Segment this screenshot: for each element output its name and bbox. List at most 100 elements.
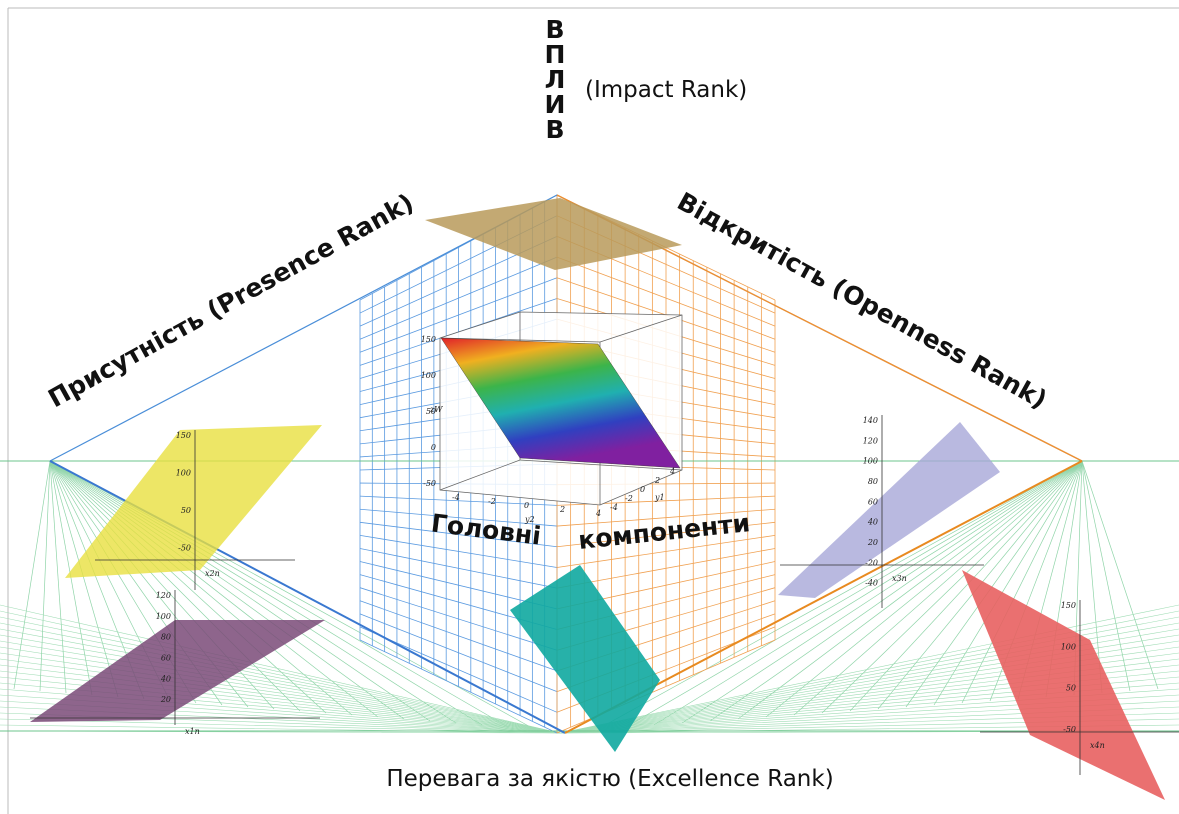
mini-tick-label: -50 [178, 544, 191, 553]
grid-line [359, 534, 558, 568]
fan-line [821, 460, 1083, 714]
grid-line [359, 600, 558, 672]
fan-line [793, 460, 1083, 716]
grid-line [359, 639, 558, 734]
grid-line [359, 587, 558, 651]
mini-tick-label: 20 [867, 538, 878, 547]
plane [425, 198, 682, 270]
fan-line [0, 658, 561, 734]
grid-line [359, 256, 558, 340]
fan-line [49, 460, 431, 722]
mini-tick-label: 150 [1061, 601, 1076, 610]
y-tick-label: 0 [640, 485, 645, 494]
mini-tick-label: 20 [160, 695, 171, 704]
fan-line [0, 664, 561, 734]
plane [962, 570, 1165, 800]
fan-line [961, 460, 1083, 704]
fan-line [559, 604, 1179, 734]
fan-line [933, 460, 1083, 706]
fan-line [737, 460, 1083, 720]
mini-tick-label: 120 [156, 591, 171, 600]
grid-line [359, 613, 558, 692]
fan-line [49, 460, 379, 718]
fan-line [0, 610, 561, 734]
z-axis-label: zW [429, 405, 443, 414]
mini-tick-label: 80 [161, 633, 171, 642]
z-tick-label: 0 [431, 443, 436, 452]
mini-tick-label: 40 [160, 674, 171, 683]
fan-line [653, 460, 1083, 726]
mini-tick-label: 150 [176, 431, 191, 440]
grid-line [359, 521, 558, 548]
x-axis-label: y2 [524, 515, 535, 524]
fan-line [709, 460, 1083, 722]
x-tick-label: 0 [524, 501, 529, 510]
mini-tick-label: 50 [181, 506, 191, 515]
mini-tick-label: 100 [156, 612, 171, 621]
y-tick-label: 4 [669, 467, 675, 476]
fan-line [0, 616, 561, 734]
grid-line [556, 534, 776, 568]
mini-tick-label: 100 [863, 457, 878, 466]
mini-tick-label: 60 [161, 654, 171, 663]
fan-line [49, 460, 301, 712]
y-tick-label: -2 [625, 494, 633, 503]
z-tick-label: -50 [423, 479, 436, 488]
openness-label: Відкритість (Openness Rank) [672, 187, 1051, 415]
x-tick-label: -2 [488, 497, 496, 506]
fan-line [49, 460, 457, 724]
x-tick-label: 4 [595, 509, 601, 518]
mini-axis-label: x3n [892, 574, 907, 583]
mini-tick-label: -40 [865, 579, 878, 588]
grid-line [359, 495, 558, 506]
fan-line [559, 610, 1179, 734]
mini-tick-label: 60 [868, 497, 878, 506]
fan-line [849, 460, 1083, 712]
grid-line [556, 548, 776, 589]
fan-line [13, 460, 51, 690]
fan-line [0, 604, 561, 734]
center-label: компоненти [577, 508, 752, 555]
surface [440, 337, 681, 469]
impact-letter: В [545, 15, 564, 44]
y-tick-label: -4 [610, 503, 618, 512]
mini-axis-label: x1n [185, 727, 200, 736]
presence-label: Присутність (Presence Rank) [43, 188, 418, 413]
grid-line [556, 521, 776, 548]
fan-line [49, 460, 93, 696]
z-tick-label: 150 [421, 335, 436, 344]
z-tick-label: 100 [421, 371, 436, 380]
fan-line [765, 460, 1083, 718]
fan-line [1081, 460, 1159, 690]
excellence-label: Перевага за якістю (Excellence Rank) [386, 766, 833, 792]
fan-line [49, 460, 327, 714]
mini-tick-label: 100 [1061, 642, 1076, 651]
grid-line [556, 256, 776, 340]
fan-line [0, 724, 561, 734]
mini-axis-label: x2n [205, 569, 220, 578]
mini-tick-label: 100 [176, 469, 191, 478]
grid-line [359, 277, 558, 353]
impact-letter: П [545, 40, 566, 69]
fan-line [0, 628, 561, 734]
impact-letter: Л [545, 65, 566, 94]
grid-line [359, 508, 558, 527]
mini-tick-label: 50 [1066, 684, 1076, 693]
fan-line [597, 460, 1083, 730]
fan-line [49, 460, 119, 698]
fan-line [39, 460, 51, 692]
mini-tick-label: 40 [867, 518, 878, 527]
fan-line [49, 460, 67, 694]
plane [30, 620, 325, 722]
fan-line [1081, 460, 1131, 692]
grid-line [359, 548, 558, 589]
mini-axis-label: x4n [1090, 741, 1105, 750]
mini-tick-label: 120 [863, 436, 878, 445]
impact-label: (Impact Rank) [585, 77, 747, 103]
y-axis-label: y1 [654, 493, 665, 502]
grid-line [556, 508, 776, 527]
plane [778, 422, 1000, 598]
fan-line [1081, 460, 1103, 694]
fan-line [49, 460, 353, 716]
